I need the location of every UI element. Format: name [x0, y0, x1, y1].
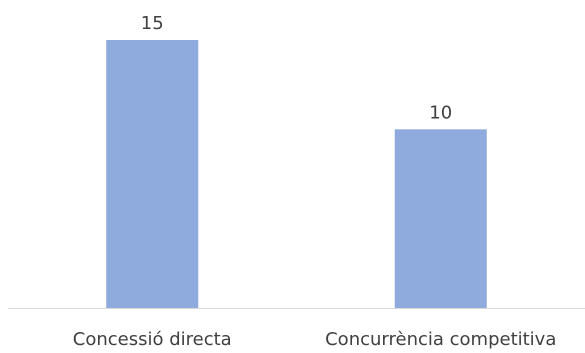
- x-tick-label-1: Concessió directa: [73, 329, 232, 350]
- x-tick-labels-group: Concessió directa Concurrència competitiv…: [73, 329, 557, 350]
- bar-1: [106, 40, 199, 308]
- bars-group: [106, 40, 487, 308]
- x-tick-label-2: Concurrència competitiva: [325, 329, 556, 350]
- data-label-2: 10: [429, 102, 452, 123]
- data-label-1: 15: [141, 13, 164, 34]
- bar-2: [394, 129, 487, 308]
